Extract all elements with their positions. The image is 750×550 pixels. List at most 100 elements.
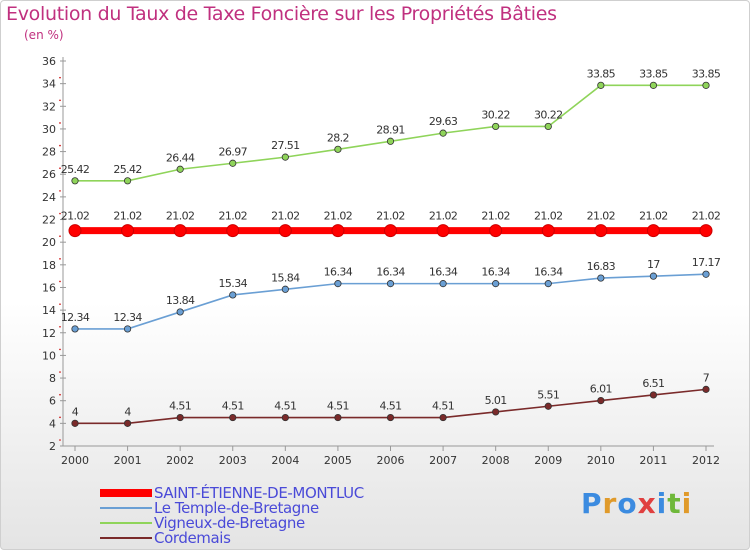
data-label: 16.34 xyxy=(481,266,510,279)
y-minor-dot xyxy=(59,122,61,124)
data-label: 4 xyxy=(124,405,131,418)
y-minor-dot xyxy=(59,76,61,79)
data-point xyxy=(492,408,500,416)
legend-swatch xyxy=(100,489,152,497)
data-label: 21.02 xyxy=(219,210,248,223)
data-point xyxy=(71,419,79,427)
legend-label: Vigneux-de-Bretagne xyxy=(154,514,305,532)
data-point xyxy=(123,177,132,185)
data-point xyxy=(71,325,79,333)
data-label: 17 xyxy=(647,258,660,271)
proxiti-logo: Proxiti xyxy=(581,487,692,520)
data-point xyxy=(699,224,713,238)
y-minor-dot xyxy=(59,303,61,305)
series-saint-tienne-de-montluc: 21.02 21.02 21.02 21.02 21.02 21.02 21.02 21.02… xyxy=(61,210,721,238)
y-minor-dot xyxy=(59,258,61,260)
y-tick-label: 6 xyxy=(49,395,56,408)
data-point xyxy=(229,159,237,167)
data-point xyxy=(334,145,342,153)
data-point xyxy=(541,224,555,238)
y-minor-dot xyxy=(59,99,61,102)
data-point xyxy=(702,270,710,278)
data-point xyxy=(384,224,397,238)
data-label: 16.34 xyxy=(534,266,563,279)
data-label: 27.51 xyxy=(271,139,300,152)
data-point xyxy=(331,224,345,238)
legend-swatch xyxy=(100,537,152,539)
data-label: 7 xyxy=(703,371,710,384)
data-label: 21.02 xyxy=(534,210,563,223)
y-minor-dot xyxy=(59,348,61,351)
data-point xyxy=(176,165,184,173)
data-point xyxy=(544,280,552,288)
y-minor-dot xyxy=(59,280,61,283)
data-point xyxy=(544,122,552,131)
y-tick-label: 4 xyxy=(49,417,56,430)
legend-label: Cordemais xyxy=(154,529,231,547)
y-minor-dot xyxy=(59,371,61,373)
data-label: 30.22 xyxy=(481,108,510,121)
x-tick-label: 2000 xyxy=(61,454,89,467)
data-point xyxy=(439,129,447,137)
logo-letter: t xyxy=(667,487,682,520)
data-point xyxy=(436,224,450,238)
data-point xyxy=(229,413,237,422)
data-label: 28.91 xyxy=(376,123,405,136)
data-point xyxy=(176,308,184,316)
data-point xyxy=(649,81,658,89)
y-tick-label: 2 xyxy=(49,440,56,453)
data-label: 28.2 xyxy=(327,131,349,144)
data-point xyxy=(281,413,289,422)
data-label: 29.63 xyxy=(429,115,458,128)
data-label: 5.51 xyxy=(537,388,559,401)
x-tick-label: 2001 xyxy=(114,454,142,467)
x-tick-label: 2008 xyxy=(482,454,510,467)
data-point xyxy=(334,280,342,288)
data-label: 4 xyxy=(72,405,79,418)
chart-title: Evolution du Taux de Taxe Foncière sur l… xyxy=(6,3,557,25)
data-label: 6.51 xyxy=(642,377,664,390)
y-minor-dot xyxy=(59,325,61,328)
data-label: 21.02 xyxy=(166,210,195,223)
y-tick-label: 14 xyxy=(42,304,56,317)
data-label: 33.85 xyxy=(639,67,668,80)
data-label: 26.97 xyxy=(219,145,248,158)
y-tick-label: 18 xyxy=(42,259,56,272)
data-point xyxy=(334,413,342,422)
data-label: 21.02 xyxy=(429,210,458,223)
data-label: 13.84 xyxy=(166,294,195,307)
data-label: 33.85 xyxy=(692,67,721,80)
x-tick-label: 2011 xyxy=(639,454,667,467)
legend-swatch xyxy=(100,522,152,524)
data-point xyxy=(649,391,658,399)
data-label: 16.83 xyxy=(587,260,616,273)
x-tick-label: 2004 xyxy=(271,454,299,467)
y-tick-label: 8 xyxy=(49,372,56,385)
y-minor-dot xyxy=(59,439,61,441)
y-tick-label: 16 xyxy=(42,281,56,294)
logo-letter: r xyxy=(602,487,618,520)
y-tick-label: 34 xyxy=(42,78,56,91)
data-label: 21.02 xyxy=(324,210,353,223)
logo-letter: x xyxy=(637,487,657,520)
data-point xyxy=(123,419,132,427)
y-minor-dot xyxy=(59,393,61,396)
data-point xyxy=(489,224,503,238)
y-tick-label: 12 xyxy=(42,327,56,340)
data-point xyxy=(649,272,658,280)
data-label: 25.42 xyxy=(113,163,142,176)
data-label: 4.51 xyxy=(274,400,296,413)
y-tick-label: 22 xyxy=(42,214,56,227)
data-point xyxy=(226,224,240,238)
logo-letter: i xyxy=(681,487,693,520)
y-tick-label: 20 xyxy=(42,236,56,249)
data-label: 5.01 xyxy=(485,394,507,407)
data-point xyxy=(278,224,292,238)
x-tick-label: 2002 xyxy=(166,454,194,467)
data-point xyxy=(386,137,395,145)
data-label: 21.02 xyxy=(692,210,721,223)
data-point xyxy=(544,402,552,410)
data-label: 16.34 xyxy=(429,266,458,279)
